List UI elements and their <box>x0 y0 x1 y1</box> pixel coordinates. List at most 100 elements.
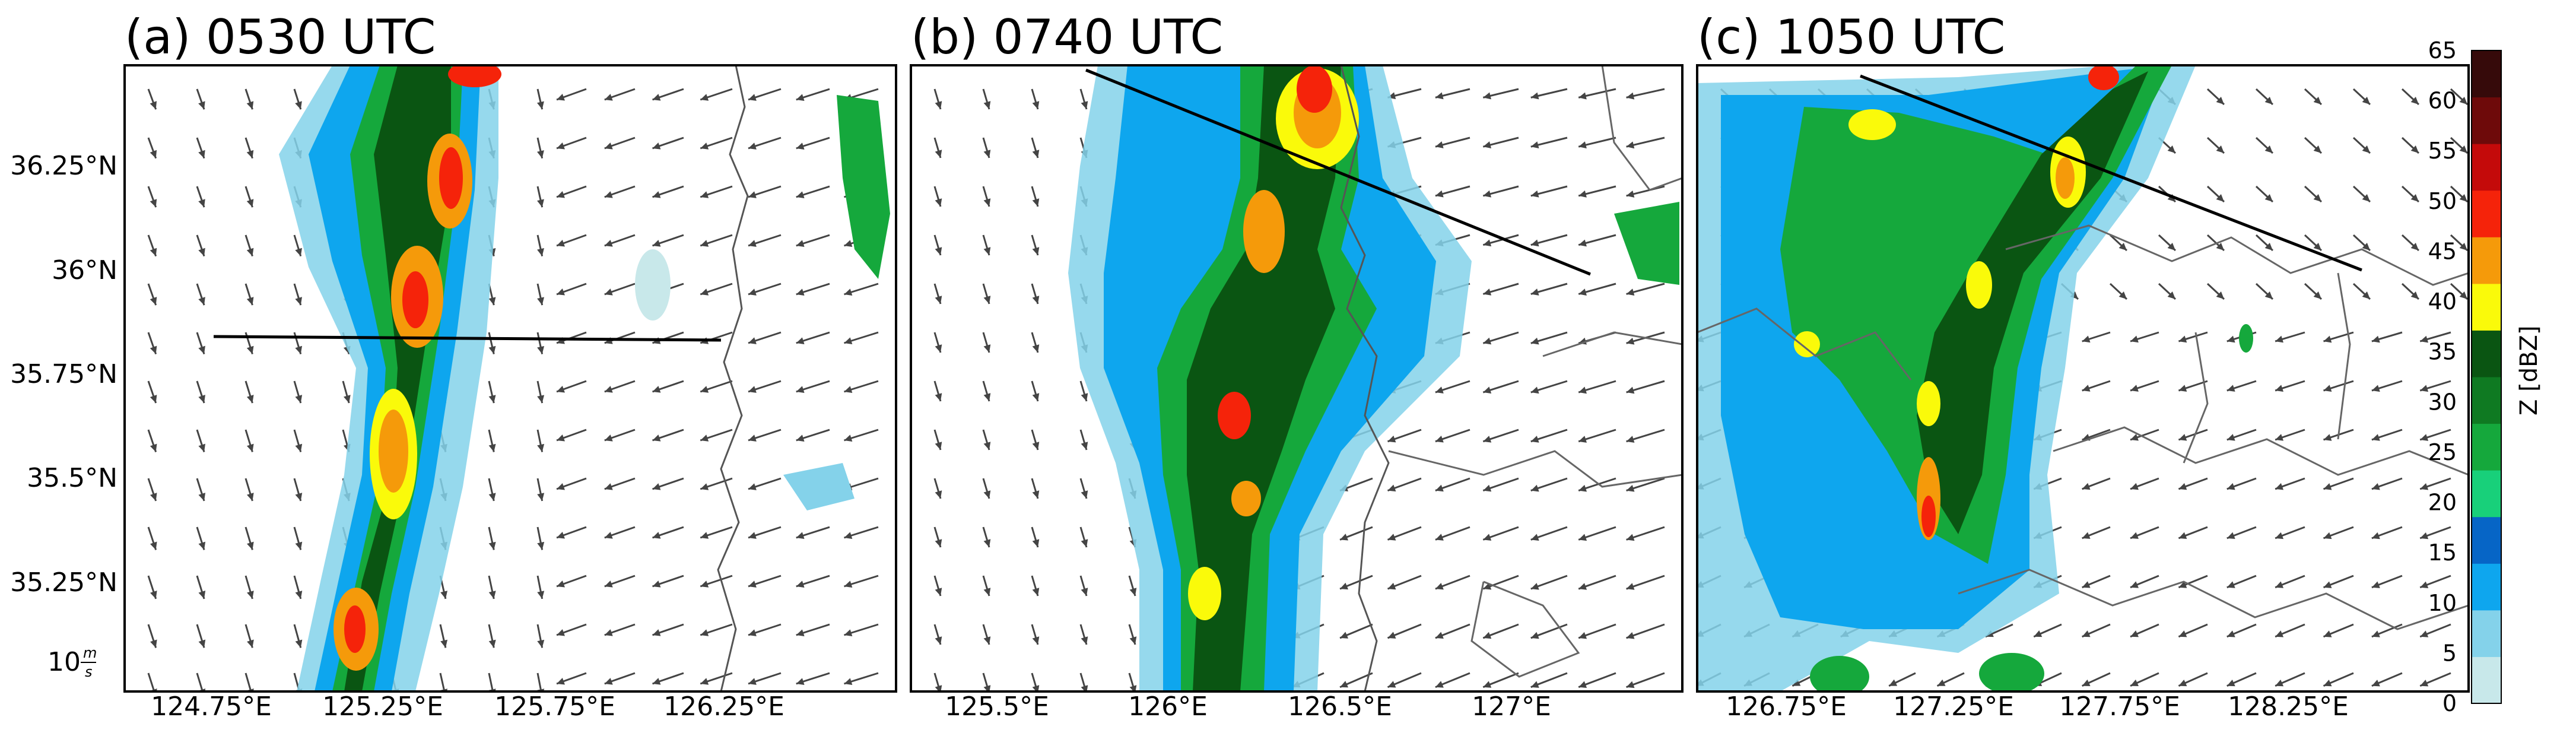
wind-vector-head <box>2313 242 2321 250</box>
panel-a-scale-label: 10 m s <box>47 645 97 680</box>
wind-vector-head <box>1578 484 1587 492</box>
colorbar-swatch <box>2472 330 2501 377</box>
wind-vector-head <box>604 678 613 685</box>
wind-vector-head <box>2130 483 2139 490</box>
wind-vector-head <box>2371 434 2380 441</box>
wind-vector-head <box>748 337 757 344</box>
wind-vector-head <box>1626 681 1635 689</box>
wind-vector-head <box>1032 588 1040 596</box>
wind-vector-head <box>537 297 544 306</box>
wind-vector-head <box>1937 679 1946 686</box>
wind-vector-head <box>2323 630 2332 637</box>
wind-vector-head <box>1626 386 1635 394</box>
wind-vector-head <box>295 639 303 648</box>
wind-vector-head <box>2275 532 2284 540</box>
wind-vector-head <box>604 483 613 490</box>
wind-vector-head <box>844 337 853 345</box>
scale-unit-num: m <box>83 645 97 661</box>
wind-vector-head <box>557 93 565 101</box>
colorbar-swatch <box>2472 470 2501 518</box>
wind-vector <box>244 672 252 691</box>
colorbar-swatch <box>2472 377 2501 424</box>
wind-vector-head <box>2216 96 2224 104</box>
wind-vector <box>488 672 494 691</box>
wind-vector-head <box>150 541 157 550</box>
wind-vector-head <box>488 493 496 501</box>
wind-vector-head <box>150 199 157 208</box>
wind-vector-head <box>198 443 205 452</box>
panel-b-title: (b) 0740 UTC <box>911 9 1223 65</box>
wind-vector-head <box>2275 385 2283 392</box>
wind-vector-head <box>1032 344 1040 353</box>
wind-vector-head <box>2178 679 2187 687</box>
wind-vector-head <box>1578 534 1587 541</box>
wind-vector-head <box>700 629 709 636</box>
wind-vector-head <box>652 191 661 198</box>
wind-vector-head <box>1530 337 1539 345</box>
wind-vector-head <box>844 580 853 588</box>
wind-vector-head <box>536 101 544 110</box>
wind-vector-head <box>1032 150 1040 158</box>
colorbar-tick-label: 65 <box>2428 37 2457 64</box>
wind-vector-head <box>198 248 205 256</box>
wind-vector-head <box>983 247 991 255</box>
wind-vector-head <box>1387 534 1396 541</box>
wind-vector-head <box>604 434 613 442</box>
wind-vector-head <box>295 591 303 599</box>
wind-vector-head <box>198 345 205 354</box>
wind-vector-head <box>1530 239 1539 247</box>
panel-c-x-tick: 128.25°E <box>2228 691 2349 722</box>
wind-vector-head <box>198 297 205 306</box>
wind-vector-head <box>748 142 757 150</box>
wind-vector-head <box>983 442 991 450</box>
wind-vector-head <box>652 94 661 101</box>
wind-vector-head <box>1530 92 1539 100</box>
wind-vector-head <box>700 191 709 198</box>
wind-vector-head <box>844 386 853 394</box>
wind-vector-head <box>440 639 448 648</box>
wind-vector-head <box>246 101 254 110</box>
wind-vector-head <box>246 297 254 306</box>
wind-vector-head <box>1081 490 1088 499</box>
wind-vector-head <box>844 678 853 686</box>
wind-vector-head <box>198 150 205 158</box>
wind-vector-head <box>1483 632 1492 639</box>
wind-vector-head <box>198 591 206 599</box>
wind-vector-head <box>2130 434 2139 441</box>
wind-vector-head <box>150 345 157 354</box>
wind-vector-head <box>983 393 991 401</box>
wind-vector-head <box>557 677 565 685</box>
colorbar-tick-label: 60 <box>2428 88 2457 114</box>
wind-vector-head <box>796 629 805 636</box>
panel-a-y-tick: 35.75°N <box>10 359 117 389</box>
wind-vector-head <box>440 591 448 599</box>
wind-vector-head <box>2264 96 2273 104</box>
wind-vector-head <box>2178 532 2187 539</box>
panel-a-x-tick: 125.25°E <box>322 691 443 722</box>
wind-vector-head <box>935 636 942 645</box>
wind-vector-head <box>150 493 157 501</box>
wind-vector-head <box>604 94 613 101</box>
wind-vector-head <box>2275 483 2284 490</box>
wind-vector-head <box>2313 145 2321 153</box>
wind-vector-head <box>1435 681 1444 688</box>
wind-vector-head <box>150 395 157 404</box>
wind-vector-head <box>2275 630 2284 637</box>
wind-vector-head <box>604 240 613 247</box>
colorbar-swatch <box>2472 656 2501 704</box>
wind-vector-head <box>2226 335 2235 343</box>
wind-vector-head <box>2420 335 2429 343</box>
wind-vector-head <box>2082 483 2091 490</box>
wind-vector-head <box>246 493 254 501</box>
colorbar-tick-label: 20 <box>2428 490 2457 516</box>
wind-vector-head <box>700 142 709 150</box>
wind-vector-head <box>1530 436 1539 443</box>
wind-vector-head <box>1032 490 1040 499</box>
wind-vector-head <box>2082 679 2091 686</box>
wind-vector <box>293 672 300 691</box>
wind-vector-head <box>343 395 351 404</box>
wind-vector-head <box>2226 385 2235 392</box>
panel-b-map <box>911 65 1682 691</box>
wind-vector-head <box>488 297 496 306</box>
panel-b-cross-section-line <box>1085 68 1591 276</box>
